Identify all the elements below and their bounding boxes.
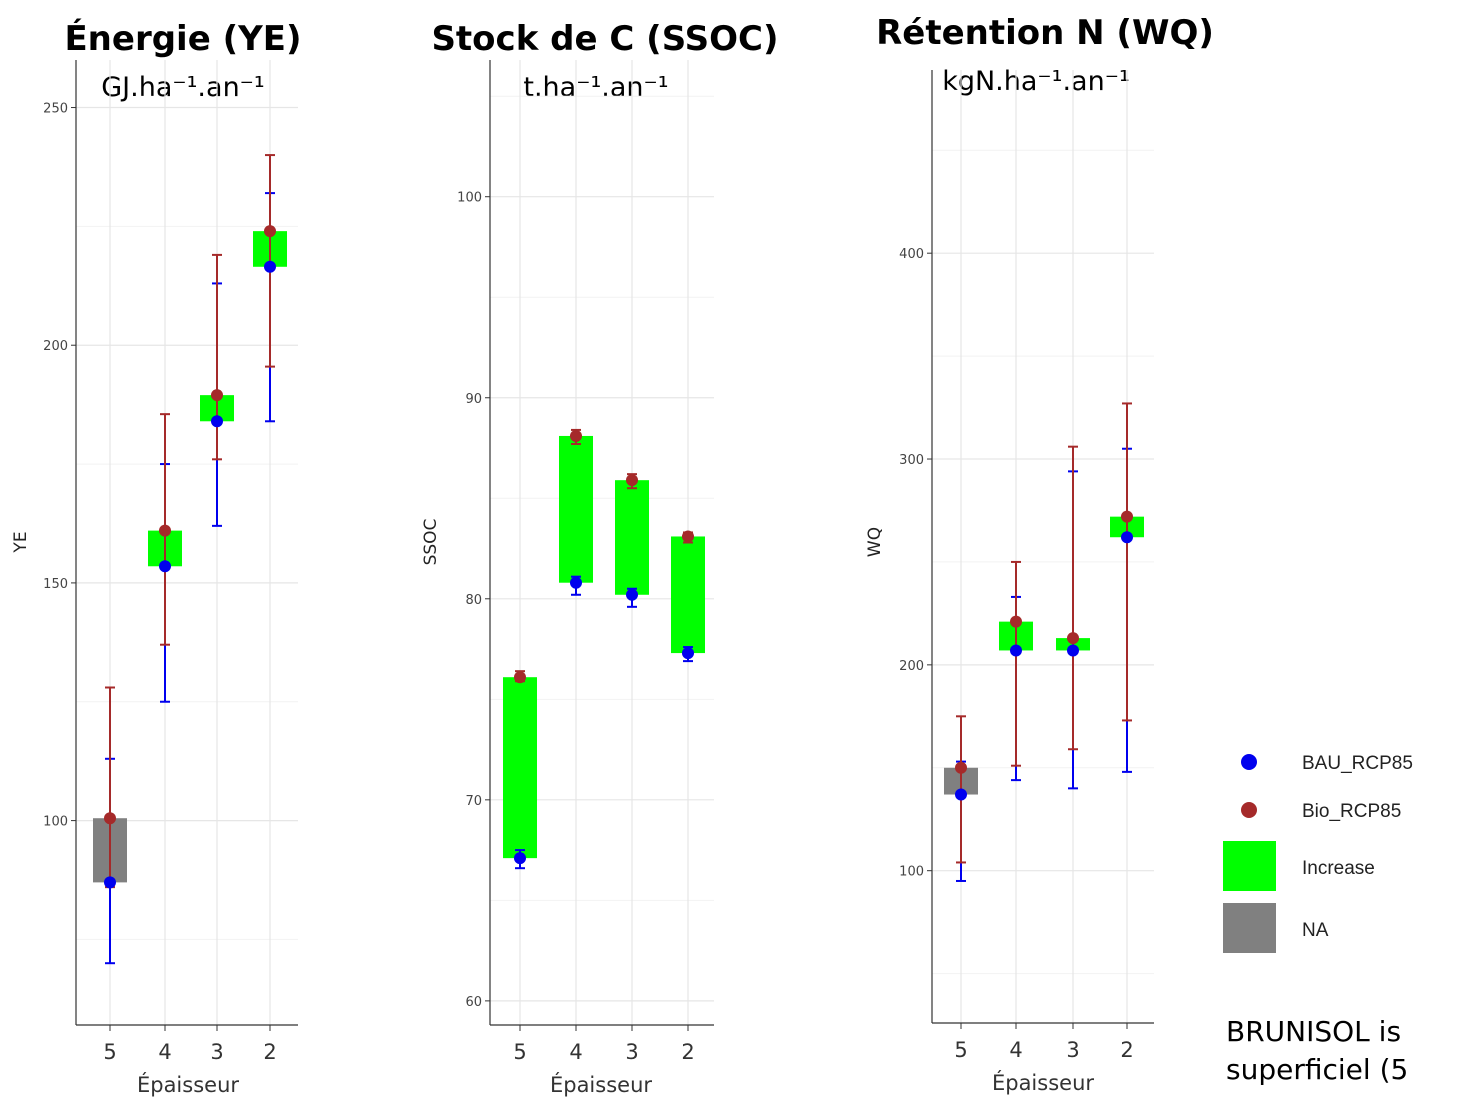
x-tick-label: 4 [1009, 1038, 1022, 1062]
range-box [615, 480, 649, 595]
data-point-bau [264, 260, 276, 273]
data-point-bio [1067, 632, 1079, 645]
y-tick-label: 400 [899, 247, 924, 262]
legend-label-na: NA [1302, 920, 1329, 941]
legend-label-bio: Bio_RCP85 [1302, 801, 1401, 822]
data-point-bio [626, 474, 638, 487]
legend-label-increase: Increase [1302, 858, 1375, 879]
legend-swatch-increase [1223, 841, 1276, 891]
data-point-bau [570, 576, 582, 589]
x-tick-label: 5 [103, 1040, 116, 1064]
legend-marker-bio [1241, 802, 1257, 818]
panel-title: Rétention N (WQ) [876, 13, 1214, 53]
legend-marker-bau [1241, 754, 1257, 770]
panel-title: Stock de C (SSOC) [431, 19, 778, 59]
data-point-bau [626, 588, 638, 601]
x-axis-title: Épaisseur [992, 1070, 1094, 1095]
y-tick-label: 200 [43, 339, 68, 354]
data-point-bio [159, 524, 171, 537]
chart-panel-nitrogen-retention: Rétention N (WQ) kgN.ha⁻¹.an⁻¹ WQ Épaiss… [865, 13, 1214, 1095]
unit-label: GJ.ha⁻¹.an⁻¹ [101, 72, 265, 103]
y-tick-label: 300 [899, 453, 924, 468]
data-point-bau [1121, 531, 1133, 544]
x-tick-label: 3 [625, 1040, 638, 1064]
data-point-bio [211, 389, 223, 402]
y-axis-title: SSOC [421, 519, 441, 566]
plot-area: 100 200 300 400 5 4 3 2 [899, 70, 1154, 1062]
plot-area: 100 150 200 250 5 4 3 2 [43, 60, 298, 1064]
caption-line-1: BRUNISOL is [1226, 1015, 1401, 1048]
x-tick-label: 2 [263, 1040, 276, 1064]
unit-label: t.ha⁻¹.an⁻¹ [523, 72, 668, 103]
legend: BAU_RCP85 Bio_RCP85 Increase NA [1223, 753, 1413, 953]
data-point-bio [1121, 510, 1133, 523]
x-tick-label: 5 [954, 1038, 967, 1062]
range-box [559, 435, 593, 583]
data-point-bau [682, 647, 694, 660]
data-point-bau [955, 788, 967, 801]
y-tick-label: 100 [457, 191, 482, 206]
data-point-bau [514, 852, 526, 865]
y-tick-label: 60 [465, 995, 482, 1010]
x-tick-label: 5 [513, 1040, 526, 1064]
y-tick-label: 250 [43, 102, 68, 117]
data-point-bio [104, 812, 116, 825]
y-tick-label: 80 [465, 593, 482, 608]
data-point-bio [1010, 615, 1022, 628]
x-tick-label: 2 [1120, 1038, 1133, 1062]
y-tick-label: 150 [43, 577, 68, 592]
x-tick-label: 4 [569, 1040, 582, 1064]
caption-line-2: superficiel (5 [1226, 1053, 1408, 1086]
y-tick-label: 200 [899, 659, 924, 674]
data-point-bau [159, 560, 171, 573]
y-tick-label: 100 [899, 865, 924, 880]
y-axis-title: YE [11, 531, 31, 553]
data-point-bau [211, 415, 223, 428]
panel-title: Énergie (YE) [64, 18, 301, 59]
x-tick-label: 4 [158, 1040, 171, 1064]
y-axis-title: WQ [865, 527, 885, 557]
x-axis-title: Épaisseur [137, 1072, 239, 1097]
legend-swatch-na [1223, 903, 1276, 953]
x-tick-label: 3 [210, 1040, 223, 1064]
x-axis-title: Épaisseur [550, 1072, 652, 1097]
plot-area: 60 70 80 90 100 5 4 3 2 [457, 60, 714, 1064]
unit-label: kgN.ha⁻¹.an⁻¹ [942, 66, 1130, 97]
y-tick-label: 100 [43, 815, 68, 830]
chart-panel-energy: Énergie (YE) GJ.ha⁻¹.an⁻¹ YE Épaisseur 1… [11, 18, 302, 1097]
data-point-bau [104, 876, 116, 889]
data-point-bio [570, 429, 582, 442]
range-box [671, 536, 705, 654]
caption: BRUNISOL is superficiel (5 [1226, 1015, 1408, 1086]
data-point-bau [1067, 644, 1079, 657]
data-point-bio [514, 671, 526, 684]
x-tick-label: 3 [1066, 1038, 1079, 1062]
x-tick-label: 2 [681, 1040, 694, 1064]
y-tick-label: 70 [465, 794, 482, 809]
data-point-bau [1010, 644, 1022, 657]
chart-panel-carbon-stock: Stock de C (SSOC) t.ha⁻¹.an⁻¹ SSOC Épais… [421, 19, 779, 1097]
legend-label-bau: BAU_RCP85 [1302, 753, 1413, 774]
y-tick-label: 90 [465, 392, 482, 407]
range-box [503, 677, 537, 859]
data-point-bio [955, 761, 967, 774]
data-point-bio [264, 225, 276, 238]
data-point-bio [682, 530, 694, 543]
